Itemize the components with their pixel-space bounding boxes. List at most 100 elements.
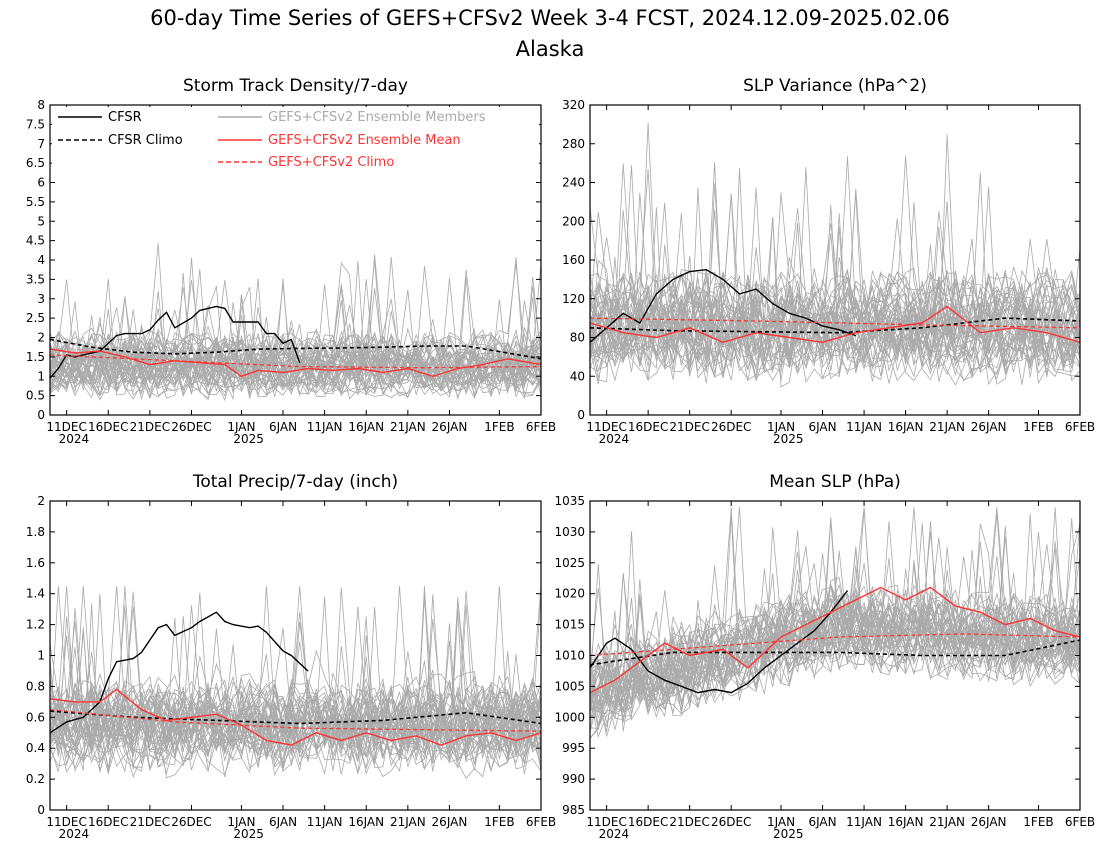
y-tick-label: 40 <box>570 369 585 383</box>
x-tick-label: 26DEC <box>171 815 211 829</box>
y-tick-label: 200 <box>562 214 585 228</box>
y-tick-label: 4.5 <box>26 234 45 248</box>
x-tick-year-label: 2025 <box>233 432 264 446</box>
x-tick-label: 21JAN <box>929 815 965 829</box>
x-tick-label: 6FEB <box>1065 420 1095 434</box>
x-tick-year-label: 2024 <box>599 432 630 446</box>
ensemble-member-line <box>589 553 1081 694</box>
y-tick-label: 2 <box>37 331 45 345</box>
y-tick-label: 1 <box>37 369 45 383</box>
figure-subtitle: Alaska <box>516 37 585 61</box>
ensemble-member-line <box>589 296 1081 368</box>
y-tick-label: 1 <box>37 649 45 663</box>
x-tick-label: 16DEC <box>628 815 668 829</box>
x-tick-label: 6JAN <box>808 420 836 434</box>
y-tick-label: 1000 <box>554 710 585 724</box>
ensemble-member-line <box>589 226 1081 374</box>
x-tick-label: 21DEC <box>669 420 709 434</box>
x-tick-label: 1FEB <box>484 420 514 434</box>
ensemble-members <box>49 243 542 402</box>
x-tick-label: 21JAN <box>929 420 965 434</box>
legend-background <box>52 107 539 181</box>
cfsr-line <box>49 305 301 379</box>
y-tick-label: 5.5 <box>26 195 45 209</box>
ensemble-member-line <box>49 585 542 761</box>
x-tick-label: 1JAN <box>767 815 795 829</box>
x-tick-label: 11JAN <box>846 815 882 829</box>
x-tick-label: 16JAN <box>888 420 924 434</box>
x-tick-label: 11JAN <box>307 420 343 434</box>
ensemble-member-line <box>49 585 542 734</box>
ensemble-member-line <box>589 165 1081 342</box>
x-tick-label: 21DEC <box>130 815 170 829</box>
y-tick-label: 120 <box>562 292 585 306</box>
y-axis: 0 40 80 120 160 200 240 280 320 <box>562 98 1080 422</box>
ensemble-member-line <box>589 600 1081 711</box>
x-tick-label: 26DEC <box>171 420 211 434</box>
y-tick-label: 8 <box>37 98 45 112</box>
ensemble-member-line <box>49 616 542 773</box>
x-tick-label: 21JAN <box>390 815 426 829</box>
y-tick-label: 990 <box>562 772 585 786</box>
x-tick-label: 6JAN <box>808 815 836 829</box>
ensemble-member-line <box>49 334 542 380</box>
panel-title: SLP Variance (hPa^2) <box>743 76 927 96</box>
x-tick-label: 21DEC <box>130 420 170 434</box>
x-tick-label: 1JAN <box>767 420 795 434</box>
cfsr-line <box>589 268 857 343</box>
figure-title: 60-day Time Series of GEFS+CFSv2 Week 3-… <box>150 6 950 30</box>
x-tick-label: 21JAN <box>390 420 426 434</box>
x-tick-label: 6FEB <box>526 815 556 829</box>
chart-panel-1: Storm Track Density/7-day 0 0.5 1 1.5 2 2.5 3 3.… <box>26 76 556 446</box>
ensemble-member-line <box>589 517 1081 724</box>
y-tick-label: 0 <box>37 803 45 817</box>
x-tick-label: 6FEB <box>1065 815 1095 829</box>
y-tick-label: 1.4 <box>26 587 45 601</box>
x-tick-label: 16JAN <box>348 815 384 829</box>
ensemble-member-line <box>49 590 542 752</box>
ensemble-member-line <box>49 286 542 401</box>
ensemble-member-line <box>49 688 542 750</box>
y-tick-label: 2 <box>37 494 45 508</box>
ensemble-member-line <box>49 606 542 760</box>
ensemble-member-line <box>49 585 542 774</box>
y-tick-label: 1.8 <box>26 525 45 539</box>
x-tick-label: 11JAN <box>846 420 882 434</box>
y-tick-label: 280 <box>562 137 585 151</box>
cfsr-line <box>49 611 309 734</box>
y-tick-label: 7.5 <box>26 117 45 131</box>
x-tick-label: 1JAN <box>227 815 255 829</box>
y-tick-label: 0 <box>37 408 45 422</box>
x-tick-label: 16DEC <box>88 420 128 434</box>
cfsr-climo-line <box>589 317 1081 334</box>
x-tick-year-label: 2024 <box>59 432 90 446</box>
cfsr-line <box>589 590 849 694</box>
ensemble-member-line <box>589 274 1081 345</box>
x-tick-label: 16JAN <box>348 420 384 434</box>
x-tick-year-label: 2024 <box>59 827 90 841</box>
x-tick-label: 11DEC <box>46 815 86 829</box>
x-tick-label: 6JAN <box>269 420 297 434</box>
legend-label: CFSR <box>108 110 142 125</box>
ensemble-member-line <box>49 306 542 393</box>
y-tick-label: 6 <box>37 176 45 190</box>
y-tick-label: 985 <box>562 803 585 817</box>
x-tick-label: 26JAN <box>432 420 468 434</box>
ensemble-members <box>49 585 542 780</box>
ensemble-member-line <box>49 325 542 384</box>
cfsr-climo-line <box>49 338 542 360</box>
ensemble-member-line <box>49 618 542 752</box>
legend-label: CFSR Climo <box>108 133 183 148</box>
x-tick-label: 26DEC <box>711 420 751 434</box>
ensemble-member-line <box>589 204 1081 371</box>
ensemble-member-line <box>589 187 1081 385</box>
y-tick-label: 80 <box>570 331 585 345</box>
ensemble-member-line <box>589 222 1081 386</box>
legend: CFSR CFSR Climo GEFS+CFSv2 Ensemble Member… <box>52 107 539 181</box>
ensemble-members <box>589 507 1081 739</box>
x-tick-year-label: 2025 <box>773 827 804 841</box>
ensemble-climo-line <box>589 633 1081 657</box>
y-tick-label: 1.2 <box>26 618 45 632</box>
